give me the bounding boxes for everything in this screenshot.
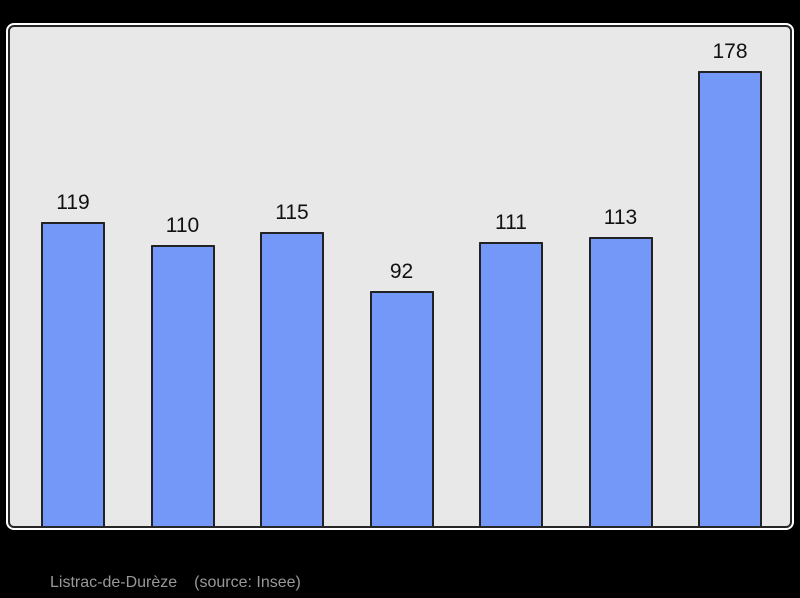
bar-group: 119 [41,191,105,526]
caption-location: Listrac-de-Durèze [50,574,178,591]
bar-chart: 119 110 115 92 111 113 178 [10,27,790,526]
bar-value-label: 113 [603,206,638,229]
chart-panel: 119 110 115 92 111 113 178 [8,25,792,528]
bar-group: 113 [588,206,653,526]
bar [479,242,543,526]
bar-group: 115 [260,201,324,526]
bar-value-label: 111 [495,211,527,234]
bar-value-label: 92 [389,260,414,283]
bar [698,71,762,526]
bar-value-label: 115 [275,201,309,224]
caption-source: (source: Insee) [194,574,301,591]
bar-value-label: 178 [712,40,748,63]
bar-group: 111 [479,211,543,526]
bar [369,291,434,526]
bar-group: 178 [698,40,762,526]
bar-group: 92 [369,260,434,526]
bar [588,237,653,526]
bar-group: 110 [150,214,215,526]
bar [260,232,324,526]
bar-value-label: 110 [165,214,200,237]
bar [41,222,105,526]
bar [150,245,215,526]
bar-value-label: 119 [56,191,90,214]
chart-caption: Listrac-de-Durèze (source: Insee) [50,573,301,593]
